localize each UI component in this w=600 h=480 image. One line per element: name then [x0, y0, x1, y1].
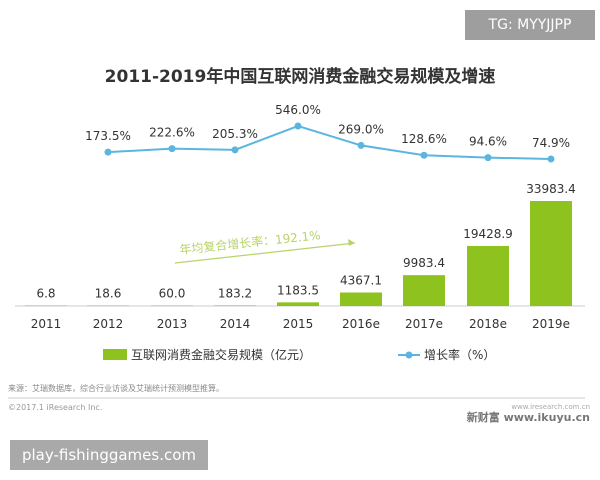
bar-label: 4367.1 — [340, 274, 382, 288]
growth-label: 128.6% — [401, 132, 447, 146]
growth-label: 173.5% — [85, 129, 131, 143]
growth-label: 205.3% — [212, 127, 258, 141]
growth-point-2019e — [547, 155, 555, 163]
bar-label: 60.0 — [159, 287, 186, 301]
watermark-bottom: play-fishinggames.com — [10, 440, 208, 470]
growth-label: 546.0% — [275, 103, 321, 117]
legend-bar-label: 互联网消费金融交易规模（亿元） — [131, 347, 311, 362]
growth-label: 269.0% — [338, 122, 384, 136]
bar-2011 — [25, 305, 67, 306]
x-tick-label: 2017e — [405, 317, 443, 331]
bar-2015 — [277, 302, 319, 306]
bar-label: 183.2 — [218, 286, 252, 300]
x-tick-label: 2015 — [283, 317, 314, 331]
growth-point-2016e — [357, 141, 365, 149]
logo-main: 新财富 www.ikuyu.cn — [467, 410, 590, 424]
growth-point-2013 — [168, 145, 176, 153]
bar-label: 19428.9 — [463, 227, 513, 241]
growth-point-2014 — [231, 146, 239, 154]
legend-line-marker — [405, 351, 413, 359]
bar-label: 18.6 — [95, 287, 122, 301]
x-tick-label: 2011 — [31, 317, 62, 331]
annotation-arrow — [174, 242, 356, 264]
growth-label: 74.9% — [532, 136, 570, 150]
growth-point-2015 — [294, 122, 302, 130]
growth-point-2018e — [484, 154, 492, 162]
x-tick-label: 2018e — [469, 317, 507, 331]
growth-label: 94.6% — [469, 135, 507, 149]
legend-bar-swatch — [103, 349, 127, 360]
growth-label: 222.6% — [149, 126, 195, 140]
annotation-text: 年均复合增长率：192.1% — [179, 227, 322, 257]
bar-2019e — [530, 201, 572, 306]
x-tick-label: 2016e — [342, 317, 380, 331]
chart-title: 2011-2019年中国互联网消费金融交易规模及增速 — [105, 66, 496, 87]
x-tick-label: 2012 — [93, 317, 124, 331]
bar-2012 — [87, 305, 129, 306]
bar-label: 9983.4 — [403, 256, 445, 270]
bar-label: 33983.4 — [526, 182, 576, 196]
growth-point-2017e — [420, 151, 428, 159]
bar-2013 — [151, 305, 193, 306]
watermark-top: TG: MYYJJPP — [465, 10, 595, 40]
copyright: ©2017.1 iResearch Inc. — [8, 403, 102, 412]
logo-small: www.iresearch.com.cn — [511, 403, 590, 411]
bar-2016e — [340, 292, 382, 306]
bar-label: 6.8 — [36, 287, 55, 301]
bar-2018e — [467, 245, 509, 306]
growth-line — [107, 124, 552, 160]
x-tick-label: 2019e — [532, 317, 570, 331]
bar-2017e — [403, 275, 445, 306]
arrow-head-icon — [348, 239, 355, 246]
x-tick-label: 2013 — [157, 317, 188, 331]
source-note: 来源：艾瑞数据库，综合行业访谈及艾瑞统计预测模型推算。 — [8, 383, 224, 393]
legend-line-label: 增长率（%） — [424, 347, 495, 362]
bar-2014 — [214, 305, 256, 306]
growth-point-2012 — [104, 148, 112, 156]
x-tick-label: 2014 — [220, 317, 251, 331]
bar-label: 1183.5 — [277, 283, 319, 297]
